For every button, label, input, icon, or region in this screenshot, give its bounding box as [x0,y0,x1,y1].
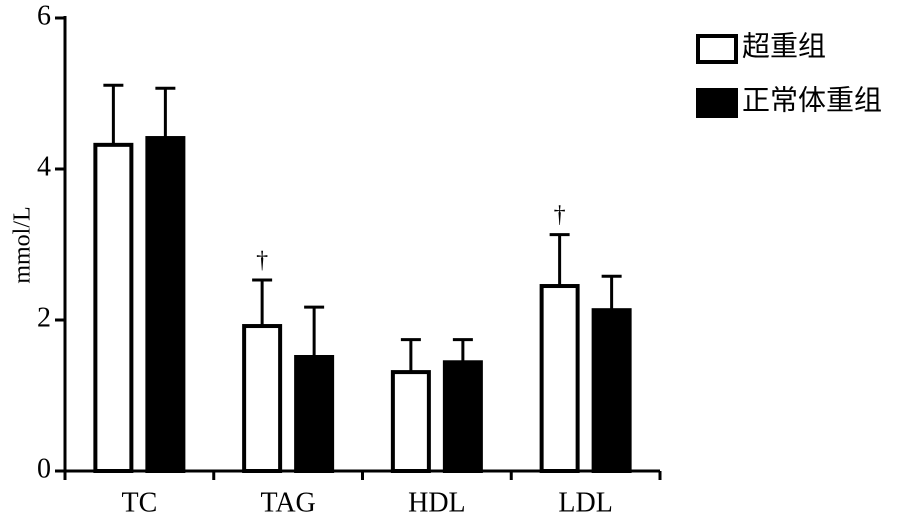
bar [539,284,580,473]
legend-label: 超重组 [742,30,826,62]
legend-label: 正常体重组 [742,84,882,116]
y-tick-label: 6 [37,0,51,31]
bar [591,308,632,473]
y-tick-label: 0 [37,453,51,484]
x-tick-label: HDL [408,487,466,518]
x-tick-label: TAG [260,487,315,518]
bar [390,370,431,473]
y-axis-label: mmol/L [10,206,36,283]
bar [93,142,134,473]
bar [442,360,483,473]
bar [242,324,283,474]
bar [145,136,186,473]
annotation: † [256,247,268,273]
legend-swatch [696,88,738,118]
y-tick-label: 4 [37,151,51,182]
legend-swatch [696,34,738,64]
annotation: † [554,202,566,228]
x-tick-label: LDL [558,487,612,518]
x-tick-label: TC [121,487,157,518]
y-tick-label: 2 [37,302,51,333]
bar [294,354,335,473]
